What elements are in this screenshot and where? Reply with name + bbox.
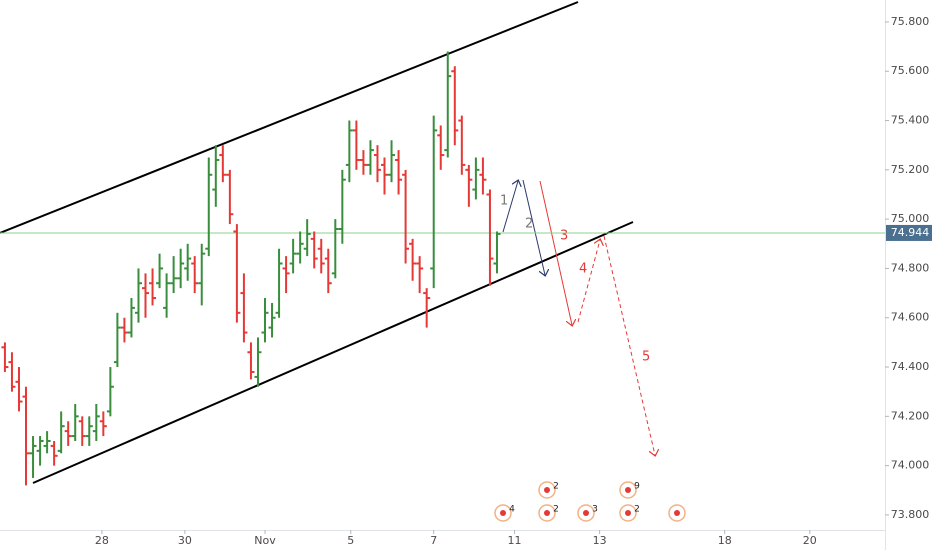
arrow-5 xyxy=(603,235,655,455)
x-tick-label: Nov xyxy=(254,534,276,547)
event-dot xyxy=(500,510,506,516)
last-price-box xyxy=(886,224,932,241)
event-dot xyxy=(544,510,550,516)
y-tick-label: 75.200 xyxy=(891,163,930,176)
x-tick-label: 18 xyxy=(718,534,732,547)
annotation-label: 5 xyxy=(642,350,650,365)
event-dot xyxy=(625,487,631,493)
y-tick-label: 74.400 xyxy=(891,360,930,373)
event-dot xyxy=(674,510,680,516)
arrow-2 xyxy=(522,179,545,275)
event-count: 4 xyxy=(509,505,515,515)
annotation-label: 2 xyxy=(525,217,533,232)
x-tick-label: 11 xyxy=(508,534,522,547)
event-dot xyxy=(544,487,550,493)
arrow-3 xyxy=(539,180,572,325)
event-dot xyxy=(625,510,631,516)
channel-upper xyxy=(0,1,579,234)
y-tick-label: 74.600 xyxy=(891,311,930,324)
y-tick-label: 73.800 xyxy=(891,508,930,521)
x-tick-label: 20 xyxy=(803,534,817,547)
event-count: 2 xyxy=(553,505,559,515)
arrow-1 xyxy=(502,181,518,233)
event-count: 3 xyxy=(592,505,598,515)
x-tick-label: 5 xyxy=(347,534,354,547)
y-tick-label: 74.800 xyxy=(891,261,930,274)
x-tick-label: 30 xyxy=(178,534,192,547)
y-tick-label: 75.000 xyxy=(891,212,930,225)
arrow-4 xyxy=(577,240,600,323)
annotation-label: 4 xyxy=(579,262,587,277)
event-count: 2 xyxy=(553,482,559,492)
y-tick-label: 74.200 xyxy=(891,409,930,422)
event-count: 9 xyxy=(634,482,640,492)
annotation-label: 1 xyxy=(500,194,508,209)
event-dot xyxy=(583,510,589,516)
x-tick-label: 28 xyxy=(95,534,109,547)
annotation-label: 3 xyxy=(560,229,568,244)
last-price-label: 74.944 xyxy=(891,226,930,239)
x-tick-label: 7 xyxy=(430,534,437,547)
event-count: 2 xyxy=(634,505,640,515)
y-tick-label: 75.400 xyxy=(891,114,930,127)
y-tick-label: 74.000 xyxy=(891,459,930,472)
channel-lower xyxy=(32,221,634,484)
y-tick-label: 75.800 xyxy=(891,15,930,28)
x-tick-label: 13 xyxy=(593,534,607,547)
y-tick-label: 75.600 xyxy=(891,64,930,77)
